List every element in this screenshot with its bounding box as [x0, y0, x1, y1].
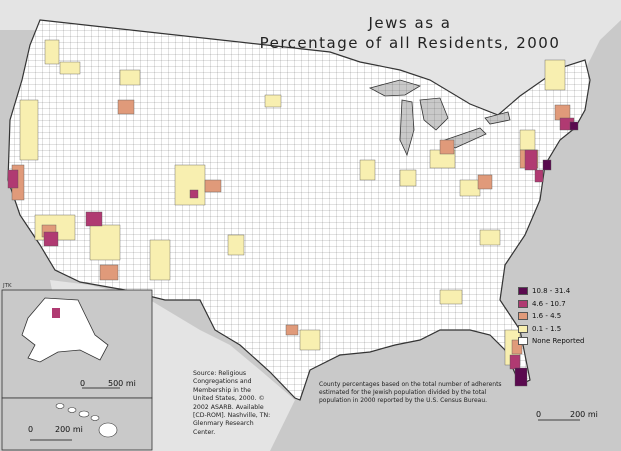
map-title-line2: Percentage of all Residents, 2000 [259, 34, 561, 52]
hawaii-scale-zero: 0 [28, 425, 34, 434]
source-note: Source: Religious Congregations and Memb… [193, 370, 271, 436]
legend-item: 4.6 - 10.7 [518, 298, 618, 311]
legend-item: 10.8 - 31.4 [518, 285, 618, 298]
legend-swatch [518, 299, 528, 308]
legend-item: 1.6 - 4.5 [518, 310, 618, 323]
main-scale-zero: 0 [536, 410, 542, 419]
alaska-county [52, 308, 60, 318]
author-initials: JTK [3, 283, 12, 289]
legend-swatch [518, 324, 528, 333]
legend-item: 0.1 - 1.5 [518, 323, 618, 336]
counties-high [7, 117, 575, 370]
legend-swatch [518, 337, 528, 346]
hawaii-inset-frame [1, 397, 153, 451]
legend-label: 10.8 - 31.4 [532, 287, 571, 296]
counties-low [19, 39, 566, 366]
counties-top [514, 121, 579, 387]
alaska-scale-value: 500 mi [108, 379, 136, 388]
map-title-line1: Jews as a [368, 14, 452, 32]
legend-label: 4.6 - 10.7 [532, 299, 566, 308]
legend-swatch [518, 312, 528, 321]
hawaii-scale-value: 200 mi [55, 425, 83, 434]
alaska-scale-zero: 0 [80, 379, 86, 388]
legend-item: None Reported [518, 335, 618, 348]
main-scale-value: 200 mi [570, 410, 598, 419]
hawaii-islands [55, 403, 118, 438]
legend-swatch [518, 287, 528, 296]
methodology-note: County percentages based on the total nu… [319, 381, 502, 405]
legend-label: None Reported [532, 337, 585, 346]
legend: 10.8 - 31.4 4.6 - 10.7 1.6 - 4.5 0.1 - 1… [518, 285, 618, 348]
legend-label: 0.1 - 1.5 [532, 324, 562, 333]
alaska-landmass [21, 297, 109, 363]
legend-label: 1.6 - 4.5 [532, 312, 562, 321]
